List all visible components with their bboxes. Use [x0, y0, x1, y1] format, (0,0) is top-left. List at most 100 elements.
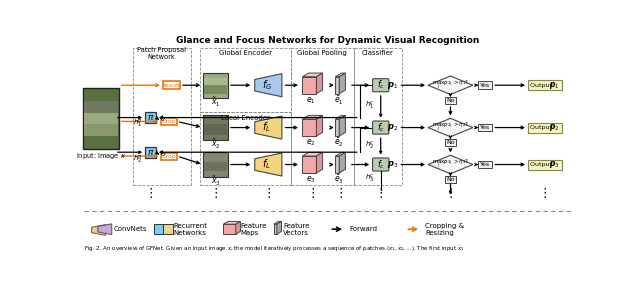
- Polygon shape: [335, 77, 339, 94]
- Bar: [163, 224, 173, 234]
- Text: Output:: Output:: [531, 125, 556, 130]
- Text: $\max_j p_{1j}>\eta_1?$: $\max_j p_{1j}>\eta_1?$: [432, 79, 469, 92]
- Bar: [204, 78, 227, 85]
- Bar: [478, 124, 492, 131]
- Text: $h_1^c$: $h_1^c$: [365, 100, 374, 113]
- Bar: [83, 88, 119, 149]
- Bar: [445, 97, 456, 104]
- Text: Yes: Yes: [480, 83, 490, 88]
- Text: $\boldsymbol{p}_1$: $\boldsymbol{p}_1$: [549, 80, 559, 91]
- Text: Feature
Maps: Feature Maps: [241, 223, 267, 236]
- Polygon shape: [277, 222, 282, 234]
- Text: $\tilde{x}_3$: $\tilde{x}_3$: [211, 175, 221, 188]
- Text: Output:: Output:: [531, 83, 556, 88]
- Text: Forward: Forward: [349, 226, 377, 232]
- Bar: [291, 48, 353, 185]
- Text: $h_2^\pi$: $h_2^\pi$: [133, 154, 143, 166]
- Text: No: No: [446, 98, 455, 103]
- Bar: [528, 80, 562, 90]
- Text: Resize: Resize: [161, 83, 182, 88]
- Polygon shape: [303, 115, 323, 119]
- Bar: [204, 162, 227, 171]
- Bar: [445, 139, 456, 146]
- Text: $\max_j p_{2j}>\eta_2?$: $\max_j p_{2j}>\eta_2?$: [432, 121, 469, 134]
- Polygon shape: [303, 152, 323, 156]
- Text: $f_G$: $f_G$: [262, 78, 272, 92]
- Text: ⋮: ⋮: [307, 187, 319, 200]
- Text: $h_1^\pi$: $h_1^\pi$: [133, 118, 143, 130]
- Text: Yes: Yes: [480, 125, 490, 130]
- Polygon shape: [303, 73, 323, 77]
- Text: $\tilde{x}_2$: $\tilde{x}_2$: [211, 138, 220, 151]
- Bar: [84, 116, 118, 136]
- Text: No: No: [446, 140, 455, 145]
- Text: ⋮: ⋮: [209, 187, 222, 200]
- Bar: [145, 147, 156, 158]
- Polygon shape: [339, 115, 346, 136]
- Polygon shape: [98, 224, 112, 235]
- Bar: [163, 81, 180, 89]
- Bar: [204, 73, 228, 98]
- Text: ⋮: ⋮: [374, 187, 387, 200]
- Bar: [154, 224, 164, 234]
- Text: $\boldsymbol{p}_2$: $\boldsymbol{p}_2$: [387, 122, 399, 133]
- Text: ⋮: ⋮: [144, 187, 157, 200]
- Text: Glance and Focus Networks for Dynamic Visual Recognition: Glance and Focus Networks for Dynamic Vi…: [176, 36, 480, 45]
- FancyBboxPatch shape: [372, 158, 389, 171]
- Text: $\boldsymbol{p}_1$: $\boldsymbol{p}_1$: [387, 80, 399, 91]
- Polygon shape: [303, 156, 316, 173]
- Polygon shape: [339, 152, 346, 173]
- Text: $\boldsymbol{p}_2$: $\boldsymbol{p}_2$: [549, 122, 559, 133]
- Text: $\tilde{x}_1$: $\tilde{x}_1$: [211, 96, 220, 109]
- Polygon shape: [255, 116, 282, 139]
- Bar: [84, 101, 118, 120]
- Text: $e_2$: $e_2$: [306, 137, 316, 148]
- Bar: [200, 112, 291, 185]
- Text: $l_2$: $l_2$: [159, 114, 166, 124]
- Polygon shape: [335, 119, 339, 136]
- Text: Patch Proposal
Network: Patch Proposal Network: [137, 47, 186, 60]
- Text: $h_2^c$: $h_2^c$: [365, 140, 374, 152]
- Polygon shape: [316, 73, 323, 94]
- Text: Recurrent
Networks: Recurrent Networks: [173, 223, 207, 236]
- Polygon shape: [236, 222, 241, 234]
- Bar: [478, 161, 492, 168]
- Bar: [145, 112, 156, 123]
- Polygon shape: [335, 73, 346, 77]
- Bar: [204, 152, 228, 177]
- Polygon shape: [223, 224, 236, 234]
- Text: Yes: Yes: [480, 162, 490, 167]
- Text: Local Encoder: Local Encoder: [221, 115, 269, 120]
- Text: $f_c$: $f_c$: [377, 79, 385, 91]
- Text: $\max_j p_{3j}>\eta_3?$: $\max_j p_{3j}>\eta_3?$: [432, 158, 469, 171]
- Bar: [528, 159, 562, 170]
- Bar: [132, 48, 191, 185]
- Bar: [161, 118, 177, 125]
- Text: $f_L$: $f_L$: [262, 158, 271, 171]
- Text: No: No: [446, 178, 455, 183]
- Bar: [200, 48, 291, 112]
- Text: $h_3^c$: $h_3^c$: [365, 173, 374, 185]
- Text: $f_c$: $f_c$: [377, 121, 385, 134]
- Text: ⋮: ⋮: [539, 187, 551, 200]
- Text: $\boldsymbol{p}_3$: $\boldsymbol{p}_3$: [549, 159, 559, 170]
- Text: $\bar{e}_1$: $\bar{e}_1$: [334, 94, 344, 107]
- Bar: [84, 113, 118, 124]
- Text: Global Encoder: Global Encoder: [219, 50, 271, 56]
- Text: Input: Image $\mathbf{\mathit{x}}$: Input: Image $\mathbf{\mathit{x}}$: [76, 151, 126, 161]
- FancyBboxPatch shape: [372, 79, 389, 92]
- Text: ConvNets: ConvNets: [114, 226, 148, 232]
- Text: Fig. 2. An overview of GFNet. Given an input image $x$, the model iteratively pr: Fig. 2. An overview of GFNet. Given an i…: [84, 245, 465, 254]
- Polygon shape: [428, 76, 473, 94]
- Text: ⋮: ⋮: [334, 187, 347, 200]
- Text: Classifier: Classifier: [362, 50, 394, 56]
- Polygon shape: [428, 155, 473, 174]
- Bar: [161, 153, 177, 159]
- Polygon shape: [92, 224, 106, 235]
- Bar: [353, 48, 402, 185]
- Text: $\boldsymbol{p}_3$: $\boldsymbol{p}_3$: [387, 159, 399, 170]
- Polygon shape: [335, 156, 339, 173]
- Text: Feature
Vectors: Feature Vectors: [283, 223, 309, 236]
- Polygon shape: [223, 222, 241, 224]
- Text: $f_c$: $f_c$: [377, 158, 385, 171]
